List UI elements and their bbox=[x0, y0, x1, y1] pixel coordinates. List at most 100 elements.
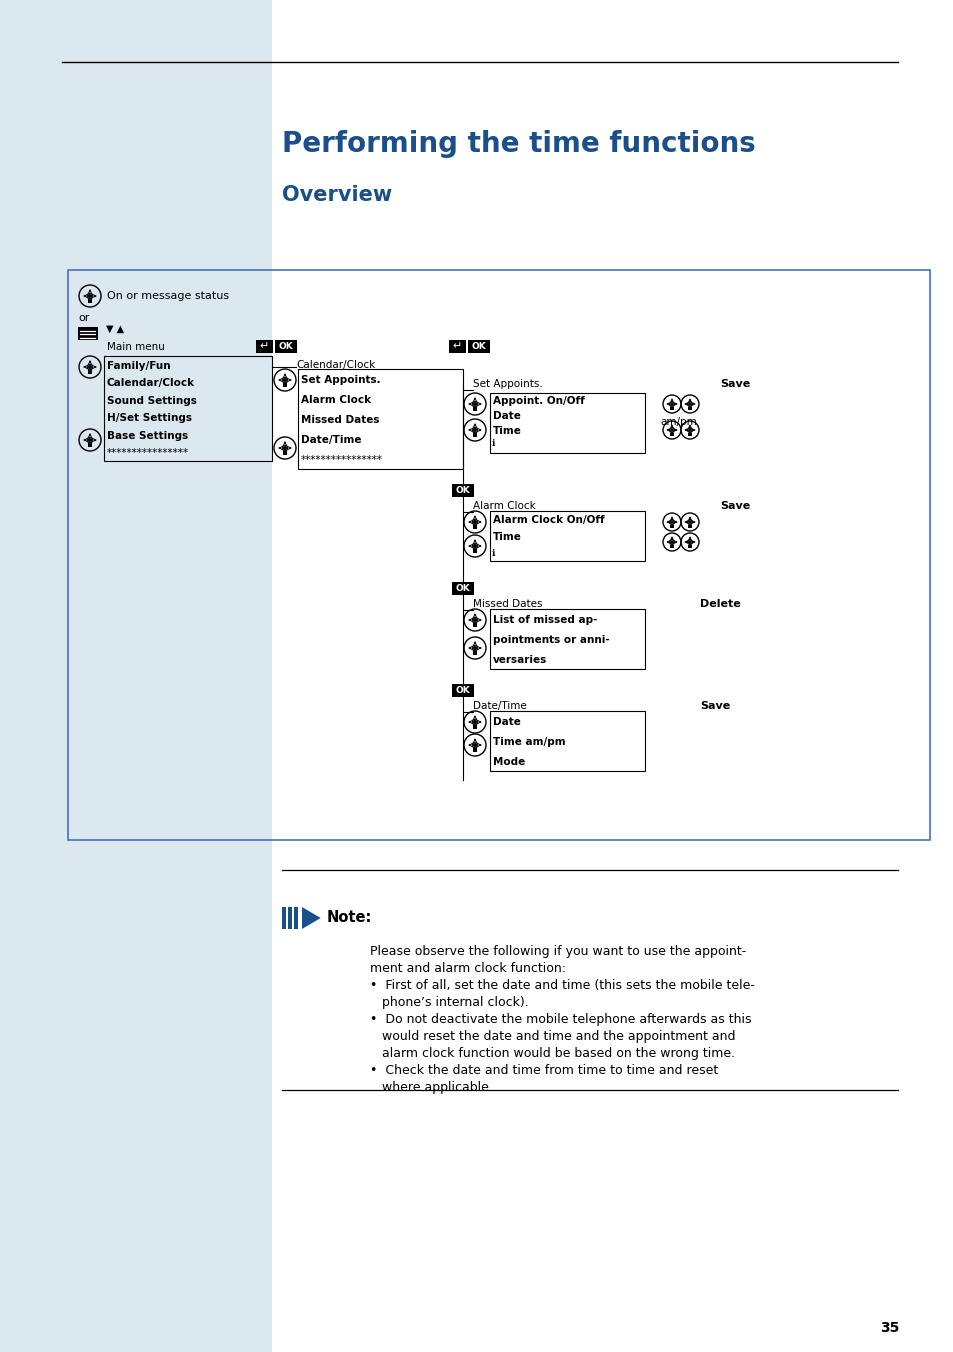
Text: versaries: versaries bbox=[493, 654, 547, 665]
Circle shape bbox=[670, 521, 673, 523]
Text: ment and alarm clock function:: ment and alarm clock function: bbox=[370, 963, 565, 975]
Text: On or message status: On or message status bbox=[107, 291, 229, 301]
Circle shape bbox=[670, 541, 673, 544]
Text: ▼ ▲: ▼ ▲ bbox=[106, 324, 124, 334]
Text: Set Appoints.: Set Appoints. bbox=[473, 379, 542, 389]
Text: Time am/pm: Time am/pm bbox=[493, 737, 565, 748]
Text: Set Appoints.: Set Appoints. bbox=[301, 375, 380, 385]
Text: OK: OK bbox=[471, 342, 486, 352]
Bar bbox=[88, 299, 92, 303]
Text: Note:: Note: bbox=[326, 910, 372, 926]
Bar bbox=[490, 608, 644, 669]
Text: H/Set Settings: H/Set Settings bbox=[107, 414, 192, 423]
Text: ↵: ↵ bbox=[453, 342, 461, 352]
Circle shape bbox=[88, 438, 91, 442]
Bar bbox=[68, 270, 929, 840]
Bar bbox=[88, 370, 92, 375]
Bar bbox=[104, 356, 272, 461]
Text: OK: OK bbox=[456, 584, 470, 594]
Text: Please observe the following if you want to use the appoint-: Please observe the following if you want… bbox=[370, 945, 745, 959]
Bar bbox=[78, 327, 98, 339]
Text: Date/Time: Date/Time bbox=[301, 435, 361, 445]
Circle shape bbox=[283, 379, 287, 383]
Bar bbox=[472, 623, 476, 627]
Circle shape bbox=[473, 521, 476, 525]
Circle shape bbox=[473, 744, 476, 746]
Text: Overview: Overview bbox=[282, 185, 392, 206]
Circle shape bbox=[473, 429, 476, 433]
Bar bbox=[282, 384, 287, 387]
Bar bbox=[490, 393, 644, 453]
Bar bbox=[687, 545, 691, 548]
Text: Alarm Clock: Alarm Clock bbox=[301, 395, 371, 406]
Text: would reset the date and time and the appointment and: would reset the date and time and the ap… bbox=[370, 1030, 735, 1042]
Text: Delete: Delete bbox=[700, 599, 740, 608]
Bar bbox=[472, 407, 476, 411]
Bar bbox=[272, 0, 953, 1352]
Text: 35: 35 bbox=[880, 1321, 899, 1334]
Bar bbox=[288, 907, 292, 929]
Text: Calendar/Clock: Calendar/Clock bbox=[107, 379, 195, 388]
Text: Time: Time bbox=[493, 531, 521, 542]
Bar bbox=[472, 526, 476, 529]
Text: Sound Settings: Sound Settings bbox=[107, 396, 196, 406]
Bar bbox=[452, 684, 474, 698]
Text: Main menu: Main menu bbox=[107, 342, 165, 352]
Text: phone’s internal clock).: phone’s internal clock). bbox=[370, 996, 528, 1009]
Circle shape bbox=[473, 721, 476, 723]
Bar bbox=[255, 339, 273, 353]
Text: •  First of all, set the date and time (this sets the mobile tele-: • First of all, set the date and time (t… bbox=[370, 979, 754, 992]
Text: ℹ: ℹ bbox=[492, 549, 495, 558]
Text: OK: OK bbox=[278, 342, 294, 352]
Bar bbox=[490, 711, 644, 771]
Circle shape bbox=[473, 618, 476, 622]
Text: OK: OK bbox=[456, 685, 470, 695]
Text: ℹ: ℹ bbox=[492, 438, 495, 448]
Text: List of missed ap-: List of missed ap- bbox=[493, 615, 597, 625]
Text: Date: Date bbox=[493, 717, 520, 727]
Bar bbox=[472, 652, 476, 656]
Bar bbox=[472, 748, 476, 752]
Bar bbox=[468, 339, 490, 353]
Bar bbox=[452, 581, 474, 595]
Circle shape bbox=[473, 544, 476, 548]
Text: alarm clock function would be based on the wrong time.: alarm clock function would be based on t… bbox=[370, 1046, 735, 1060]
Text: pointments or anni-: pointments or anni- bbox=[493, 635, 609, 645]
Text: ****************: **************** bbox=[107, 448, 189, 458]
Polygon shape bbox=[302, 907, 320, 929]
Bar bbox=[669, 525, 673, 527]
Circle shape bbox=[670, 403, 673, 406]
Bar bbox=[472, 549, 476, 553]
Circle shape bbox=[688, 403, 691, 406]
Bar bbox=[0, 0, 272, 1352]
Text: am/pm: am/pm bbox=[659, 416, 696, 427]
Text: Missed Dates: Missed Dates bbox=[473, 599, 542, 608]
Circle shape bbox=[88, 365, 91, 369]
Bar bbox=[669, 545, 673, 548]
Bar bbox=[687, 433, 691, 435]
Bar bbox=[669, 433, 673, 435]
Circle shape bbox=[670, 429, 673, 431]
Text: or: or bbox=[78, 314, 90, 323]
Circle shape bbox=[283, 446, 287, 450]
Bar bbox=[472, 725, 476, 729]
Circle shape bbox=[473, 646, 476, 650]
Text: Time: Time bbox=[493, 426, 521, 437]
Text: •  Do not deactivate the mobile telephone afterwards as this: • Do not deactivate the mobile telephone… bbox=[370, 1013, 751, 1026]
Bar bbox=[687, 525, 691, 527]
Text: OK: OK bbox=[456, 485, 470, 495]
Circle shape bbox=[688, 541, 691, 544]
Bar bbox=[294, 907, 297, 929]
Text: Alarm Clock: Alarm Clock bbox=[473, 502, 536, 511]
Circle shape bbox=[88, 293, 91, 297]
Text: Mode: Mode bbox=[493, 757, 525, 767]
Text: Base Settings: Base Settings bbox=[107, 431, 188, 441]
Circle shape bbox=[688, 429, 691, 431]
Bar bbox=[274, 339, 296, 353]
Bar bbox=[449, 339, 465, 353]
Text: Date/Time: Date/Time bbox=[473, 700, 526, 711]
Bar bbox=[297, 369, 462, 469]
Bar bbox=[282, 907, 286, 929]
Bar bbox=[452, 484, 474, 498]
Text: Family/Fun: Family/Fun bbox=[107, 361, 171, 370]
